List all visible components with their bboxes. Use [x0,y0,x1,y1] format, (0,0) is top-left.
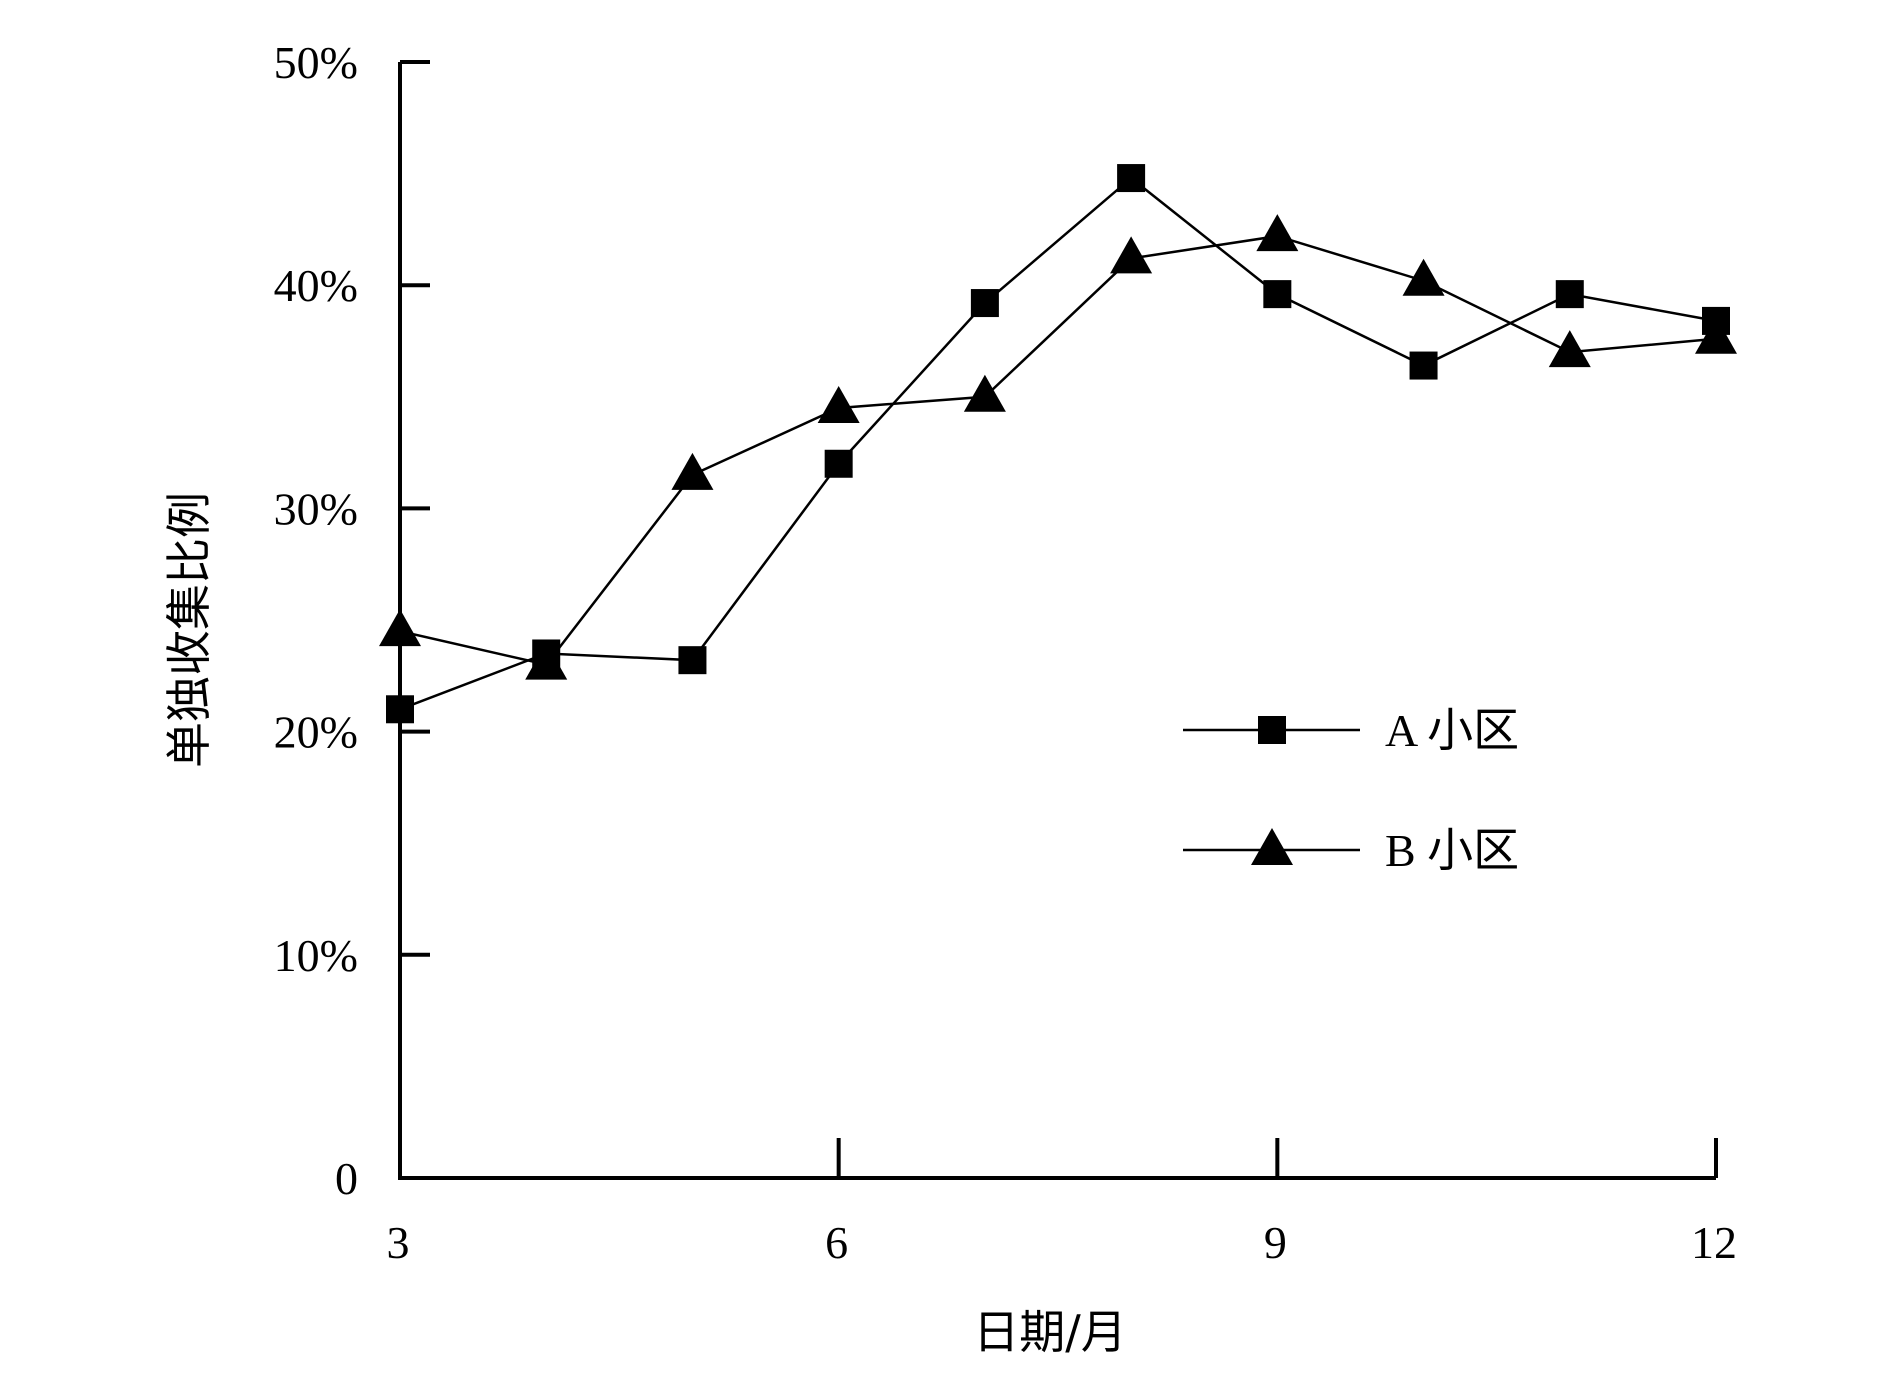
data-point [1110,236,1153,274]
y-tick-label: 30% [274,483,358,534]
data-point [970,289,999,318]
series-layer [379,164,1737,724]
x-tick-label: 6 [825,1217,848,1268]
x-tick-label: 3 [387,1217,410,1268]
data-point [1263,280,1292,309]
y-axis-title: 单独收集比例 [162,492,216,768]
y-tick-label: 50% [274,37,358,88]
data-point [824,449,853,478]
axes: 0 10% 20% 30% 40% 50% 3 6 9 12 [274,37,1737,1268]
legend: A 小区 B 小区 [1183,705,1519,876]
data-point [1695,316,1737,354]
legend-label: A 小区 [1385,705,1519,756]
data-point [379,609,421,647]
legend-label: B 小区 [1385,825,1519,876]
series-a [386,164,1730,724]
series-line [399,234,1717,667]
y-tick-label: 20% [274,707,358,758]
x-axis-title: 日期/月 [973,1305,1127,1359]
x-tick-label: 9 [1264,1217,1287,1268]
legend-marker [1251,828,1293,865]
data-point [1548,330,1591,368]
data-point [1555,280,1584,309]
data-point [1256,214,1299,252]
legend-entry-b: B 小区 [1183,825,1519,876]
data-point [671,452,714,490]
y-tick-label: 0 [335,1153,358,1204]
series-line [399,176,1717,711]
y-tick-label: 10% [274,930,358,981]
data-point [678,646,707,675]
legend-entry-a: A 小区 [1183,705,1519,756]
data-point [1117,164,1146,193]
legend-marker [1258,716,1286,744]
x-tick-label: 12 [1691,1217,1737,1268]
y-tick-label: 40% [274,260,358,311]
data-point [386,695,414,724]
series-b [379,214,1737,680]
data-point [525,642,568,680]
data-point [963,374,1006,412]
data-point [1409,351,1438,380]
data-point [1402,258,1445,296]
data-point [817,385,860,423]
